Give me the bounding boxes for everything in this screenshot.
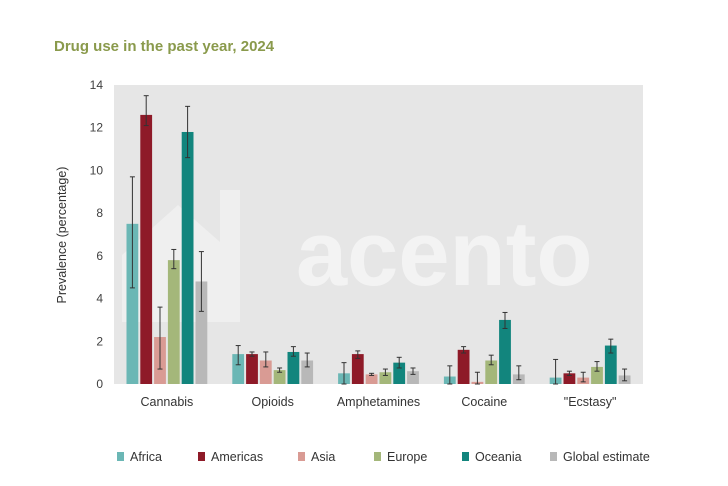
- error-bar: [410, 367, 416, 375]
- error-bar: [171, 248, 177, 270]
- error-bar: [622, 368, 628, 382]
- x-category-label: Cannabis: [140, 395, 193, 409]
- error-bar: [249, 351, 255, 357]
- legend-label: Asia: [311, 450, 335, 464]
- bar: [604, 345, 617, 384]
- error-bar: [129, 176, 135, 289]
- bar: [457, 349, 470, 384]
- bar: [485, 360, 498, 384]
- legend-label: Africa: [130, 450, 162, 464]
- bar: [140, 114, 153, 385]
- bar: [126, 223, 139, 384]
- legend-item: Oceania: [462, 450, 522, 464]
- legend-swatch: [374, 452, 381, 461]
- bar: [195, 281, 208, 384]
- error-bar: [290, 346, 296, 357]
- error-bar: [580, 371, 586, 383]
- error-bar: [198, 251, 204, 312]
- legend-item: Africa: [117, 450, 162, 464]
- legend-label: Oceania: [475, 450, 522, 464]
- x-category-label: Amphetamines: [337, 395, 420, 409]
- bar: [379, 372, 392, 384]
- legend-swatch: [462, 452, 469, 461]
- error-bar: [566, 370, 572, 376]
- legend-label: Americas: [211, 450, 263, 464]
- chart-title: Drug use in the past year, 2024: [54, 38, 275, 55]
- bar: [365, 374, 378, 384]
- error-bar: [185, 105, 191, 159]
- y-axis-label: Prevalence (percentage): [55, 167, 69, 304]
- bar: [259, 360, 272, 384]
- error-bar: [277, 367, 283, 373]
- legend-item: Europe: [374, 450, 427, 464]
- bar: [232, 354, 245, 384]
- y-tick-label: 12: [90, 121, 104, 135]
- error-bar: [369, 372, 375, 376]
- error-bar: [461, 346, 467, 354]
- legend-swatch: [550, 452, 557, 461]
- error-bar: [553, 358, 559, 385]
- y-tick-label: 0: [96, 377, 103, 391]
- legend-label: Global estimate: [563, 450, 650, 464]
- y-tick-label: 6: [96, 249, 103, 263]
- legend-item: Asia: [298, 450, 335, 464]
- bar: [407, 371, 419, 384]
- error-bar: [304, 352, 310, 368]
- watermark-text: acento: [296, 203, 593, 305]
- legend-item: Americas: [198, 450, 263, 464]
- x-category-label: "Ecstasy": [564, 395, 617, 409]
- error-bar: [488, 354, 494, 366]
- error-bar: [355, 350, 361, 359]
- bar: [246, 354, 258, 384]
- legend-swatch: [298, 452, 305, 461]
- error-bar: [474, 371, 480, 385]
- error-bar: [235, 345, 241, 366]
- y-tick-label: 4: [96, 292, 103, 306]
- error-bar: [157, 306, 163, 370]
- x-category-label: Cocaine: [461, 395, 507, 409]
- error-bar: [143, 95, 149, 127]
- bar: [393, 362, 406, 384]
- error-bar: [516, 365, 522, 381]
- legend-swatch: [198, 452, 205, 461]
- legend-item: Global estimate: [550, 450, 650, 464]
- x-category-label: Opioids: [252, 395, 294, 409]
- bar: [591, 366, 603, 384]
- error-bar: [341, 362, 347, 385]
- error-bar: [608, 338, 614, 354]
- error-bar: [382, 368, 388, 376]
- y-tick-label: 2: [96, 334, 103, 348]
- bar: [273, 370, 286, 384]
- y-tick-label: 10: [90, 163, 104, 177]
- error-bar: [263, 351, 269, 368]
- bar: [181, 131, 194, 384]
- y-tick-label: 14: [90, 78, 104, 92]
- bar: [351, 354, 364, 384]
- legend-swatch: [117, 452, 124, 461]
- bar: [499, 319, 511, 384]
- error-bar: [594, 361, 600, 372]
- legend-label: Europe: [387, 450, 427, 464]
- bar: [167, 260, 180, 384]
- bar: [563, 373, 576, 384]
- error-bar: [502, 311, 508, 329]
- bar: [287, 351, 300, 384]
- y-tick-label: 8: [96, 206, 103, 220]
- error-bar: [396, 356, 402, 369]
- error-bar: [447, 365, 453, 385]
- bar: [301, 360, 314, 384]
